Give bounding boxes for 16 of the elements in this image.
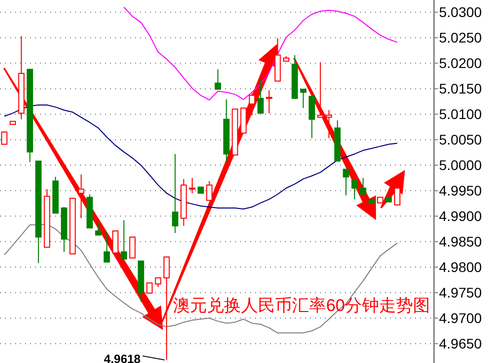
y-tick-label: 4.9800 (439, 259, 482, 276)
annotation: 4.9618 (104, 352, 141, 363)
y-tick-label: 5.0250 (439, 30, 482, 46)
y-tick-label: 4.9850 (439, 234, 482, 250)
y-tick-label: 4.9750 (439, 284, 482, 301)
y-tick-label: 5.0150 (439, 80, 482, 97)
y-tick-label: 5.0050 (439, 132, 482, 148)
y-tick-label: 4.9700 (439, 310, 482, 326)
y-tick-label: 5.0300 (439, 4, 482, 20)
y-tick-label: 5.0000 (439, 157, 482, 174)
y-tick-label: 5.0200 (439, 55, 482, 72)
y-tick-label: 5.0100 (439, 106, 482, 122)
y-tick-label: 4.9900 (439, 208, 482, 224)
y-tick-label: 4.9650 (439, 336, 482, 352)
annotation: 澳元兑换人民币汇率60分钟走势图 (173, 296, 430, 315)
y-tick-label: 4.9950 (439, 182, 482, 199)
